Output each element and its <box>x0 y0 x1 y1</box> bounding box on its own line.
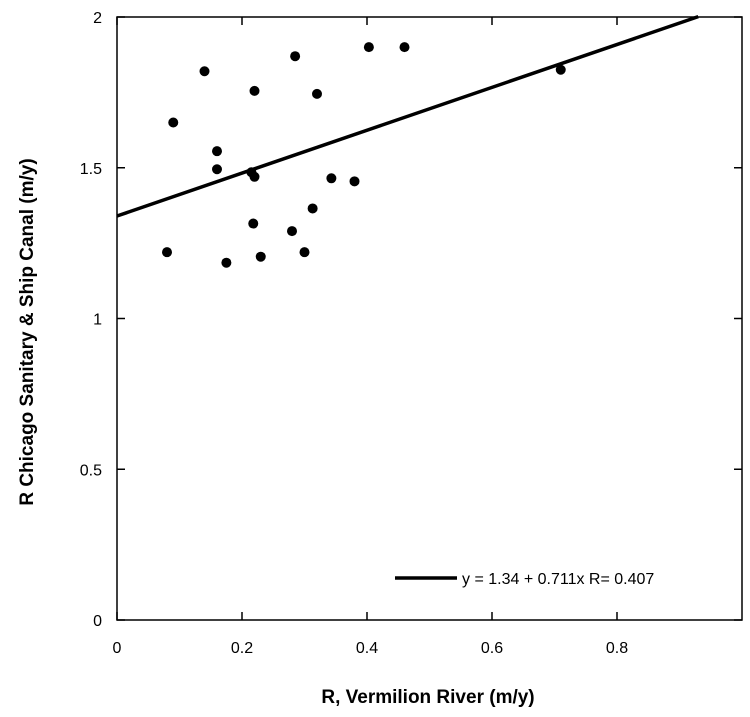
data-point <box>212 146 222 157</box>
data-point <box>312 88 322 99</box>
data-point <box>168 117 179 128</box>
data-point <box>212 164 222 175</box>
data-point <box>307 203 318 214</box>
x-axis-title: R, Vermilion River (m/y) <box>321 687 534 708</box>
data-point <box>255 251 266 262</box>
regression-line <box>116 14 699 218</box>
data-point <box>287 226 297 237</box>
data-point <box>249 85 260 96</box>
data-point <box>326 173 337 184</box>
y-tick-label: 2 <box>93 10 102 27</box>
data-points <box>162 42 566 268</box>
y-axis-title: R Chicago Sanitary & Ship Canal (m/y) <box>17 158 38 505</box>
x-tick-label: 0.8 <box>606 640 628 657</box>
data-point <box>248 218 259 229</box>
x-axis-ticks: 0 0.2 0.4 0.6 0.8 <box>113 17 628 657</box>
regression-line-group <box>116 14 699 218</box>
data-point <box>221 257 232 268</box>
x-tick-label: 0 <box>113 640 122 657</box>
y-tick-label: 1 <box>93 312 102 329</box>
y-axis-ticks: 0 0.5 1 1.5 2 <box>80 10 742 630</box>
y-tick-label: 0.5 <box>80 462 102 479</box>
data-point <box>290 51 301 62</box>
legend: y = 1.34 + 0.711x R= 0.407 <box>395 571 654 588</box>
data-point <box>199 66 210 77</box>
x-tick-label: 0.4 <box>356 640 378 657</box>
y-tick-label: 1.5 <box>80 161 102 178</box>
data-point <box>299 247 310 258</box>
x-tick-label: 0.6 <box>481 640 503 657</box>
legend-label: y = 1.34 + 0.711x R= 0.407 <box>462 571 654 588</box>
data-point <box>162 247 172 258</box>
data-point <box>349 176 360 187</box>
y-tick-label: 0 <box>93 613 102 630</box>
data-point <box>363 42 374 53</box>
data-point <box>399 42 410 53</box>
data-point <box>555 64 566 75</box>
x-tick-label: 0.2 <box>231 640 253 657</box>
data-point <box>249 171 260 182</box>
